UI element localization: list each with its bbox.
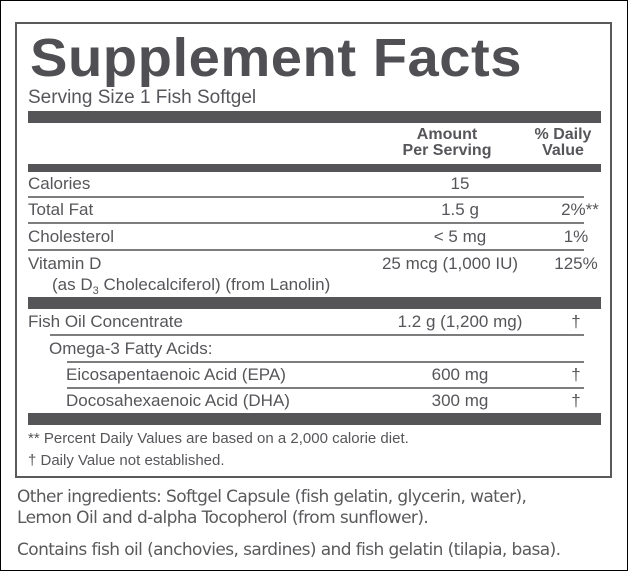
- header-text: % Daily: [534, 126, 592, 143]
- nutrient-label: Total Fat: [28, 200, 94, 219]
- thick-divider: [28, 413, 601, 425]
- nutrient-label: Vitamin D: [28, 254, 102, 273]
- panel-title: Supplement Facts: [30, 28, 523, 88]
- nutrient-row-total-fat: Total Fat 1.5 g 2%**: [28, 198, 601, 222]
- nutrient-label: Calories: [28, 174, 91, 193]
- nutrient-label: Cholesterol: [28, 227, 114, 246]
- source-text: Cholecalciferol) (from Lanolin): [98, 275, 331, 294]
- serving-size: Serving Size 1 Fish Softgel: [28, 87, 257, 108]
- nutrient-amount: 15: [450, 174, 470, 193]
- nutrient-label: Fish Oil Concentrate: [28, 312, 183, 331]
- nutrient-dv: 2%**: [561, 200, 599, 219]
- row-divider: [28, 222, 584, 224]
- nutrient-amount: < 5 mg: [433, 227, 487, 246]
- row-divider: [50, 334, 584, 336]
- allergen-statement: Contains fish oil (anchovies, sardines) …: [17, 540, 561, 560]
- row-divider: [67, 387, 584, 389]
- nutrient-dv: †: [571, 391, 581, 410]
- nutrient-row-vitamin-d: Vitamin D 25 mcg (1,000 IU) 125% (as D3 …: [28, 251, 601, 297]
- nutrient-dv: †: [571, 312, 581, 331]
- vitamin-d-source: (as D3 Cholecalciferol) (from Lanolin): [52, 274, 330, 302]
- footnote-daily-values: ** Percent Daily Values are based on a 2…: [28, 430, 409, 447]
- header-text: Amount: [416, 126, 478, 143]
- nutrient-amount: 600 mg: [431, 365, 489, 384]
- nutrient-label: Omega-3 Fatty Acids:: [49, 339, 213, 358]
- nutrient-dv: †: [571, 365, 581, 384]
- header-text: Value: [542, 142, 584, 159]
- nutrient-amount: 25 mcg (1,000 IU): [381, 254, 519, 273]
- nutrient-dv: 125%: [554, 254, 598, 273]
- nutrient-row-epa: Eicosapentaenoic Acid (EPA) 600 mg †: [28, 363, 601, 387]
- nutrient-label: Eicosapentaenoic Acid (EPA): [66, 365, 286, 384]
- header-text: Per Serving: [402, 142, 492, 159]
- supplement-facts-panel: Supplement Facts Serving Size 1 Fish Sof…: [15, 22, 612, 478]
- nutrient-amount: 300 mg: [431, 391, 489, 410]
- daily-value-header: % Daily Value: [523, 127, 603, 159]
- row-divider: [28, 196, 584, 198]
- other-ingredients-line-1: Other ingredients: Softgel Capsule (fish…: [17, 487, 527, 507]
- thick-divider: [28, 297, 601, 309]
- nutrient-amount: 1.5 g: [441, 200, 479, 219]
- amount-per-serving-header: Amount Per Serving: [367, 127, 527, 159]
- thick-divider: [28, 164, 601, 172]
- nutrient-amount: 1.2 g (1,200 mg): [397, 312, 523, 331]
- row-divider: [67, 361, 584, 363]
- footnote-dagger: † Daily Value not established.: [28, 452, 225, 469]
- other-ingredients-line-2: Lemon Oil and d-alpha Tocopherol (from s…: [17, 508, 429, 528]
- nutrient-row-fish-oil: Fish Oil Concentrate 1.2 g (1,200 mg) †: [28, 310, 601, 334]
- nutrient-label: Docosahexaenoic Acid (DHA): [66, 391, 290, 410]
- nutrient-row-dha: Docosahexaenoic Acid (DHA) 300 mg †: [28, 389, 601, 413]
- nutrient-row-omega-3: Omega-3 Fatty Acids:: [28, 337, 601, 361]
- nutrient-row-calories: Calories 15: [28, 172, 601, 196]
- row-divider: [28, 249, 584, 251]
- thick-divider: [28, 111, 601, 123]
- nutrient-row-cholesterol: Cholesterol < 5 mg 1%: [28, 224, 601, 248]
- subscript: 3: [92, 285, 99, 297]
- source-text: (as D: [52, 275, 93, 294]
- nutrient-dv: 1%: [563, 227, 589, 246]
